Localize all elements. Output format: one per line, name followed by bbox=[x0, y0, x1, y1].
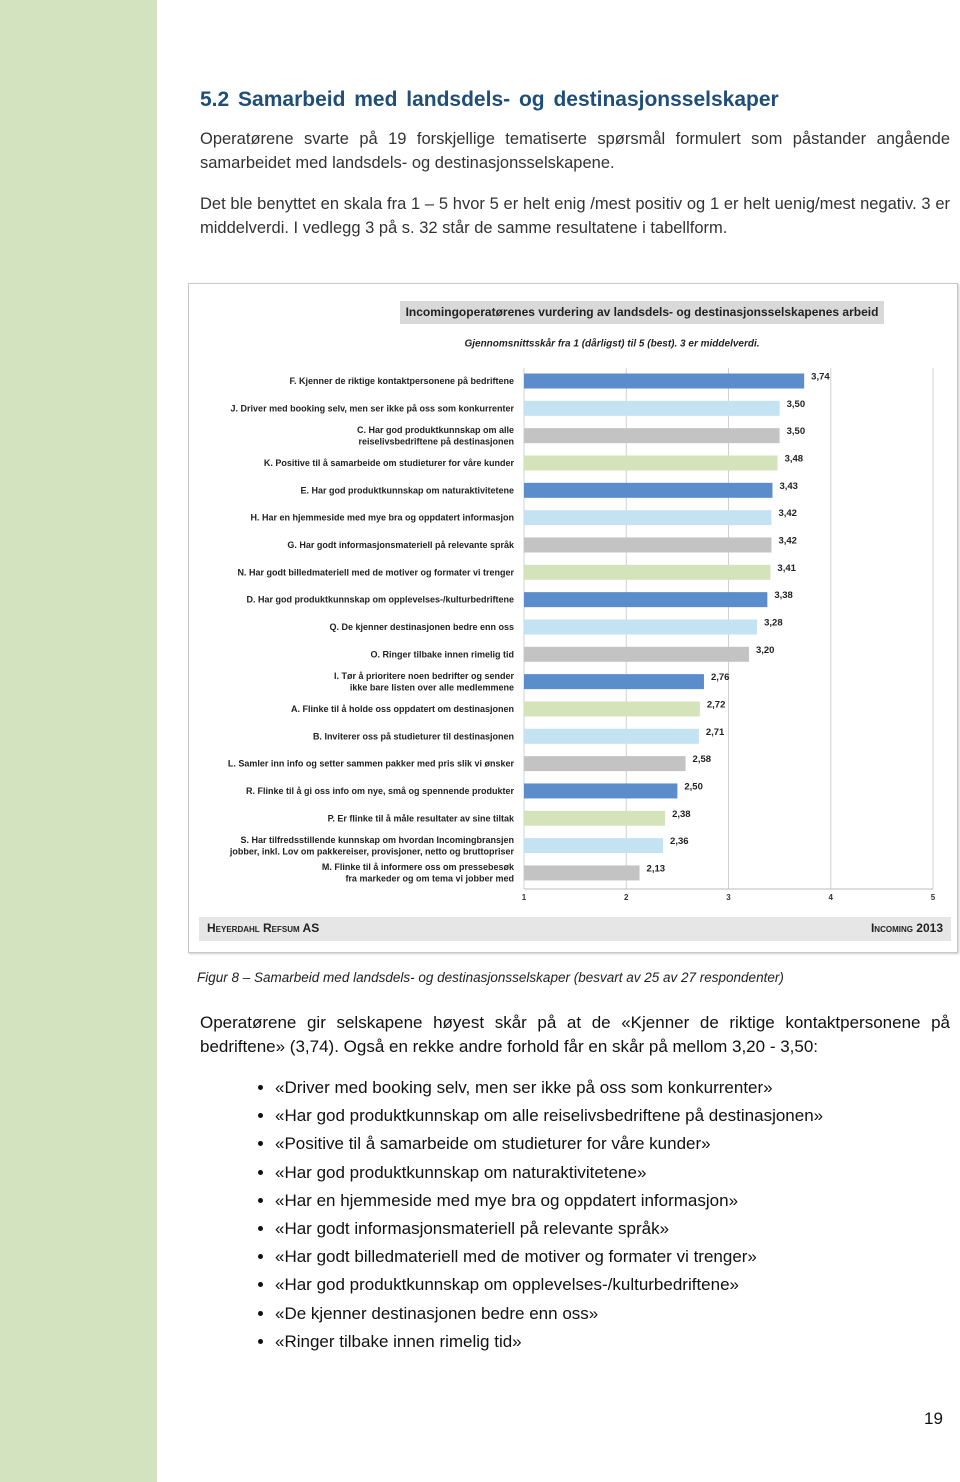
paragraph: Operatørene gir selskapene høyest skår p… bbox=[200, 1013, 950, 1056]
y-tick-label: G. Har godt informasjonsmateriell på rel… bbox=[287, 540, 515, 550]
bullet-item: «Har god produktkunnskap om alle reiseli… bbox=[275, 1102, 823, 1130]
bar bbox=[524, 428, 780, 444]
bar bbox=[524, 619, 758, 635]
bullet-item: «Har god produktkunnskap om opplevelses-… bbox=[275, 1271, 823, 1299]
x-tick-label: 1 bbox=[522, 893, 527, 902]
bar bbox=[524, 510, 772, 526]
bar bbox=[524, 482, 773, 498]
bar bbox=[524, 783, 678, 799]
x-tick-label: 3 bbox=[726, 893, 731, 902]
y-tick-label: A. Flinke til å holde oss oppdatert om d… bbox=[291, 704, 514, 714]
bullet-item: «Har godt informasjonsmateriell på relev… bbox=[275, 1215, 823, 1243]
x-tick-label: 4 bbox=[829, 893, 834, 902]
value-label: 3,41 bbox=[777, 563, 796, 574]
bar bbox=[524, 865, 640, 881]
footer-left: Heyerdahl Refsum AS bbox=[207, 921, 319, 935]
y-tick-label: D. Har god produktkunnskap om opplevelse… bbox=[246, 595, 514, 605]
x-tick-label: 2 bbox=[624, 893, 629, 902]
bar bbox=[524, 646, 749, 662]
y-tick-label: N. Har godt billedmateriell med de motiv… bbox=[237, 567, 514, 577]
bar bbox=[524, 838, 664, 854]
value-label: 2,76 bbox=[711, 672, 730, 683]
side-strip bbox=[0, 0, 157, 1482]
caption: Figur 8 – Samarbeid med landsdels- og de… bbox=[197, 970, 784, 985]
bar bbox=[524, 592, 768, 608]
value-label: 2,58 bbox=[693, 754, 712, 765]
value-label: 3,74 bbox=[811, 372, 830, 383]
y-tick-label: H. Har en hjemmeside med mye bra og oppd… bbox=[250, 513, 514, 523]
y-tick-label: O. Ringer tilbake innen rimelig tid bbox=[370, 649, 514, 659]
value-label: 3,38 bbox=[774, 590, 793, 601]
bar bbox=[524, 373, 805, 389]
y-tick-label: E. Har god produktkunnskap om naturaktiv… bbox=[300, 485, 514, 495]
value-label: 3,20 bbox=[756, 645, 775, 656]
value-label: 2,38 bbox=[672, 809, 691, 820]
y-tick-label: I. Tør å prioritere noen bedrifter og se… bbox=[334, 671, 515, 693]
y-tick-label: S. Har tilfredsstillende kunnskap om hvo… bbox=[229, 835, 515, 857]
bar bbox=[524, 455, 778, 471]
bullet-item: «Har godt billedmateriell med de motiver… bbox=[275, 1243, 823, 1271]
bullet-item: «Driver med booking selv, men ser ikke p… bbox=[275, 1074, 823, 1102]
y-tick-label: R. Flinke til å gi oss info om nye, små … bbox=[246, 786, 515, 796]
heading: 5.2 Samarbeid med landsdels- og destinas… bbox=[200, 88, 779, 111]
y-tick-label: L. Samler inn info og setter sammen pakk… bbox=[228, 759, 515, 769]
chart-subtitle: Gjennomsnittsskår fra 1 (dårligst) til 5… bbox=[464, 338, 759, 350]
footer-band bbox=[199, 917, 951, 941]
y-tick-label: K. Positive til å samarbeide om studietu… bbox=[264, 458, 515, 468]
value-label: 2,71 bbox=[706, 727, 725, 738]
value-label: 3,42 bbox=[778, 508, 797, 519]
chart-title: Incomingoperatørenes vurdering av landsd… bbox=[406, 305, 879, 319]
y-tick-label: J. Driver med booking selv, men ser ikke… bbox=[231, 403, 515, 413]
bullet-item: «Har en hjemmeside med mye bra og oppdat… bbox=[275, 1187, 823, 1215]
bar bbox=[524, 701, 700, 717]
footer-right: Incoming 2013 bbox=[871, 921, 943, 935]
paragraph: Operatørene svarte på 19 forskjellige te… bbox=[200, 130, 950, 172]
value-label: 3,43 bbox=[779, 481, 798, 492]
bar bbox=[524, 810, 666, 826]
value-label: 3,50 bbox=[787, 426, 806, 437]
chart: Incomingoperatørenes vurdering av landsd… bbox=[188, 283, 958, 953]
y-tick-label: Q. De kjenner destinasjonen bedre enn os… bbox=[329, 622, 514, 632]
page-number: 19 bbox=[924, 1409, 943, 1428]
value-label: 2,13 bbox=[647, 863, 666, 874]
bullet-list: «Driver med booking selv, men ser ikke p… bbox=[230, 1074, 823, 1356]
bar bbox=[524, 564, 771, 580]
y-tick-label: F. Kjenner de riktige kontaktpersonene p… bbox=[289, 376, 514, 386]
paragraph: Det ble benyttet en skala fra 1 – 5 hvor… bbox=[200, 195, 950, 237]
bar bbox=[524, 674, 704, 690]
y-tick-label: C. Har god produktkunnskap om alle reisel… bbox=[357, 425, 514, 447]
bar bbox=[524, 728, 699, 744]
value-label: 3,42 bbox=[778, 535, 797, 546]
bullet-item: «De kjenner destinasjonen bedre enn oss» bbox=[275, 1300, 823, 1328]
value-label: 3,50 bbox=[787, 399, 806, 410]
bullet-item: «Har god produktkunnskap om naturaktivit… bbox=[275, 1159, 823, 1187]
value-label: 3,48 bbox=[785, 454, 804, 465]
y-tick-label: M. Flinke til å informere oss om presseb… bbox=[322, 862, 515, 884]
x-tick-label: 5 bbox=[931, 893, 936, 902]
title-band bbox=[400, 301, 884, 324]
bullet-item: «Ringer tilbake innen rimelig tid» bbox=[275, 1328, 823, 1356]
value-label: 2,50 bbox=[684, 781, 703, 792]
value-label: 2,36 bbox=[670, 836, 689, 847]
y-tick-label: B. Inviterer oss på studieturer til dest… bbox=[313, 731, 514, 741]
y-tick-label: P. Er flinke til å måle resultater av si… bbox=[328, 813, 515, 823]
bar bbox=[524, 537, 772, 553]
value-label: 2,72 bbox=[707, 699, 726, 710]
bullet-item: «Positive til å samarbeide om studieture… bbox=[275, 1130, 823, 1158]
value-label: 3,28 bbox=[764, 617, 783, 628]
bar bbox=[524, 400, 780, 416]
bar bbox=[524, 756, 686, 772]
